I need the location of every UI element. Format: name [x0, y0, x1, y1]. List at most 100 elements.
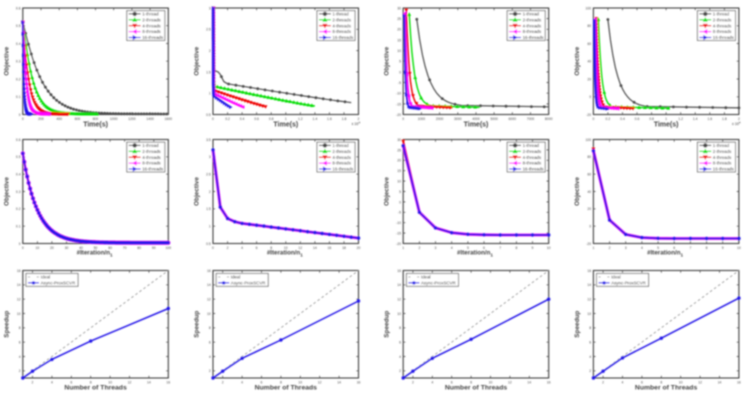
svg-text:1.4: 1.4: [313, 117, 318, 121]
svg-text:2: 2: [399, 369, 401, 373]
svg-text:6000: 6000: [509, 117, 517, 121]
svg-text:16: 16: [357, 380, 361, 384]
svg-text:1-thread: 1-thread: [332, 12, 349, 17]
svg-text:#Iteration/n1: #Iteration/n1: [267, 250, 303, 258]
svg-text:Objective: Objective: [574, 177, 581, 206]
svg-text:8: 8: [515, 246, 517, 250]
svg-text:0: 0: [212, 246, 214, 250]
svg-text:2-threads: 2-threads: [523, 149, 542, 154]
svg-text:16-threads: 16-threads: [523, 35, 545, 40]
svg-text:2-threads: 2-threads: [142, 17, 161, 22]
svg-text:16-threads: 16-threads: [713, 35, 735, 40]
svg-text:16: 16: [397, 269, 401, 273]
svg-text:6: 6: [256, 246, 258, 250]
svg-text:30: 30: [65, 246, 69, 250]
svg-text:8-threads: 8-threads: [142, 29, 161, 34]
svg-text:14: 14: [313, 246, 317, 250]
svg-text:Time(s): Time(s): [83, 122, 108, 129]
svg-text:10: 10: [547, 246, 551, 250]
svg-text:4: 4: [431, 380, 433, 384]
svg-text:4-threads: 4-threads: [523, 155, 542, 160]
svg-text:Speedup: Speedup: [384, 311, 391, 338]
svg-text:6: 6: [209, 341, 211, 345]
svg-text:12: 12: [298, 246, 302, 250]
svg-text:0.2: 0.2: [16, 207, 21, 211]
svg-text:8: 8: [470, 380, 472, 384]
svg-text:2-threads: 2-threads: [332, 149, 351, 154]
svg-text:0.6: 0.6: [635, 117, 640, 121]
svg-text:5000: 5000: [490, 117, 498, 121]
svg-text:2.5: 2.5: [206, 28, 211, 32]
svg-text:2: 2: [209, 49, 211, 53]
svg-text:16: 16: [166, 380, 170, 384]
svg-text:14: 14: [718, 380, 722, 384]
svg-text:4-threads: 4-threads: [523, 23, 542, 28]
svg-text:2: 2: [358, 117, 360, 121]
svg-text:#Iteration/n1: #Iteration/n1: [457, 250, 493, 258]
svg-text:200: 200: [38, 117, 44, 121]
svg-text:0: 0: [402, 117, 404, 121]
svg-text:100: 100: [586, 138, 592, 142]
svg-text:10: 10: [298, 380, 302, 384]
svg-text:10: 10: [284, 246, 288, 250]
svg-text:1.6: 1.6: [707, 117, 712, 121]
svg-text:1-thread: 1-thread: [332, 143, 349, 148]
svg-text:-20: -20: [396, 113, 401, 117]
svg-text:12: 12: [587, 298, 591, 302]
svg-text:25: 25: [397, 148, 401, 152]
svg-text:Number of Threads: Number of Threads: [64, 385, 127, 392]
svg-text:10: 10: [587, 312, 591, 316]
svg-text:Speedup: Speedup: [3, 311, 10, 338]
svg-text:-15: -15: [396, 102, 401, 106]
svg-text:16: 16: [547, 380, 551, 384]
svg-text:Ideal: Ideal: [421, 274, 431, 279]
svg-text:0.4: 0.4: [240, 117, 245, 121]
svg-text:1200: 1200: [128, 117, 136, 121]
svg-text:Number of Threads: Number of Threads: [255, 385, 318, 392]
svg-text:1.2: 1.2: [678, 117, 683, 121]
svg-text:15: 15: [397, 38, 401, 42]
svg-text:Objective: Objective: [384, 46, 391, 75]
svg-text:-10: -10: [396, 92, 401, 96]
svg-text:7: 7: [499, 246, 501, 250]
svg-text:10: 10: [489, 380, 493, 384]
svg-text:1: 1: [285, 117, 287, 121]
svg-text:5: 5: [399, 190, 401, 194]
svg-text:1-thread: 1-thread: [142, 143, 159, 148]
svg-text:8: 8: [660, 380, 662, 384]
svg-text:30: 30: [397, 138, 401, 142]
svg-text:4-threads: 4-threads: [142, 23, 161, 28]
svg-text:2-threads: 2-threads: [523, 17, 542, 22]
svg-text:80: 80: [587, 24, 591, 28]
svg-text:0: 0: [399, 200, 401, 204]
svg-text:0.2: 0.2: [16, 77, 21, 81]
svg-text:8-threads: 8-threads: [713, 29, 732, 34]
svg-text:14: 14: [207, 283, 211, 287]
svg-text:1.5: 1.5: [206, 70, 211, 74]
svg-text:60: 60: [108, 246, 112, 250]
svg-text:Objective: Objective: [194, 177, 201, 206]
svg-text:0.8: 0.8: [649, 117, 654, 121]
svg-text:8: 8: [270, 246, 272, 250]
svg-text:12: 12: [17, 298, 21, 302]
svg-text:4: 4: [51, 380, 53, 384]
svg-text:15: 15: [397, 169, 401, 173]
svg-text:8-threads: 8-threads: [332, 29, 351, 34]
svg-text:-20: -20: [586, 113, 591, 117]
svg-text:Objective: Objective: [3, 46, 10, 75]
svg-text:12: 12: [698, 380, 702, 384]
svg-text:3.5: 3.5: [206, 138, 211, 142]
svg-text:4: 4: [19, 355, 21, 359]
svg-text:600: 600: [75, 117, 81, 121]
svg-text:Time(s): Time(s): [654, 122, 679, 129]
svg-text:8000: 8000: [545, 117, 553, 121]
svg-text:Ideal: Ideal: [41, 274, 51, 279]
svg-text:0.8: 0.8: [269, 117, 274, 121]
svg-text:1000: 1000: [418, 117, 426, 121]
svg-text:0.5: 0.5: [16, 24, 21, 28]
svg-text:Speedup: Speedup: [574, 311, 581, 338]
svg-text:0.1: 0.1: [16, 225, 21, 229]
svg-text:16-threads: 16-threads: [142, 35, 164, 40]
svg-text:50: 50: [94, 246, 98, 250]
svg-text:90: 90: [152, 246, 156, 250]
